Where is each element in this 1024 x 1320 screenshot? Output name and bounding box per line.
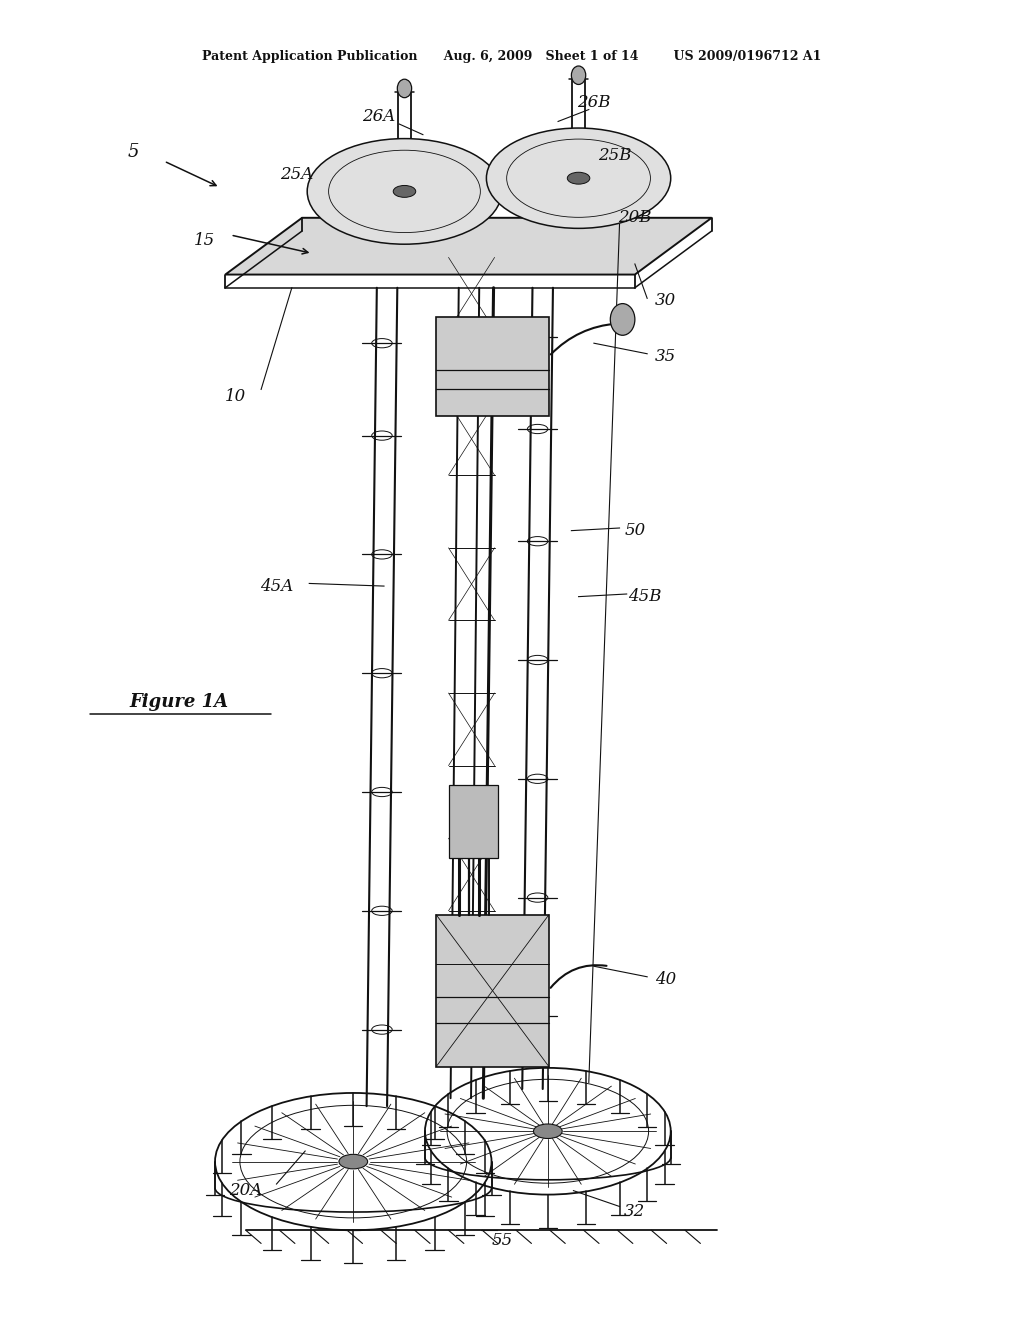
Text: 45B: 45B (629, 589, 662, 605)
Text: 20A: 20A (229, 1183, 262, 1199)
Ellipse shape (339, 1154, 368, 1170)
Circle shape (610, 304, 635, 335)
Text: 25A: 25A (281, 166, 313, 182)
Ellipse shape (486, 128, 671, 228)
Text: 26B: 26B (578, 95, 610, 111)
Ellipse shape (393, 186, 416, 198)
Text: 30: 30 (655, 293, 676, 309)
Text: 32: 32 (625, 1204, 645, 1220)
FancyBboxPatch shape (436, 317, 549, 416)
Text: 26A: 26A (362, 108, 395, 124)
Circle shape (571, 66, 586, 84)
Text: 40: 40 (655, 972, 676, 987)
Text: 55: 55 (492, 1233, 512, 1249)
Text: 10: 10 (225, 388, 246, 404)
Text: 20B: 20B (618, 210, 651, 226)
Ellipse shape (567, 172, 590, 185)
Text: 5: 5 (127, 143, 139, 161)
Text: 15: 15 (195, 232, 215, 248)
Ellipse shape (307, 139, 502, 244)
Text: 50: 50 (625, 523, 645, 539)
Ellipse shape (534, 1125, 562, 1138)
Text: Figure 1A: Figure 1A (130, 693, 228, 711)
FancyBboxPatch shape (436, 915, 549, 1067)
Text: 25B: 25B (598, 148, 631, 164)
FancyBboxPatch shape (449, 785, 498, 858)
Text: Patent Application Publication      Aug. 6, 2009   Sheet 1 of 14        US 2009/: Patent Application Publication Aug. 6, 2… (203, 50, 821, 63)
Text: 45A: 45A (260, 578, 293, 594)
Circle shape (397, 79, 412, 98)
Text: 35: 35 (655, 348, 676, 364)
Polygon shape (225, 218, 712, 275)
